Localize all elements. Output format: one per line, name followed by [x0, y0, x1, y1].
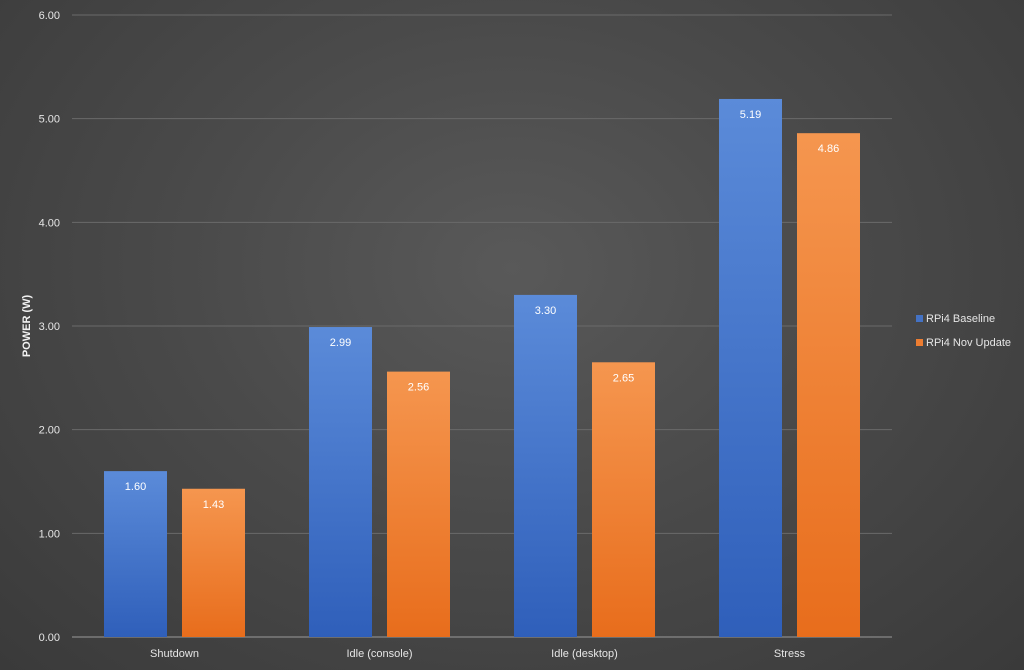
y-tick-label: 5.00: [39, 114, 60, 126]
x-axis-tick-labels: Shutdown Idle (console) Idle (desktop) Stre…: [150, 648, 806, 660]
legend: RPi4 Baseline RPi4 Nov Update: [916, 313, 1011, 349]
legend-swatch: [916, 339, 923, 346]
data-label: 2.56: [408, 382, 429, 394]
data-label: 4.86: [818, 143, 839, 155]
bar-nov-update: [387, 371, 450, 637]
data-label: 5.19: [740, 109, 761, 121]
bar-baseline: [309, 327, 372, 637]
bar-baseline: [104, 471, 167, 637]
legend-swatch: [916, 315, 923, 322]
legend-label: RPi4 Baseline: [926, 313, 995, 325]
data-label: 2.65: [613, 372, 634, 384]
y-axis-title: POWER (W): [21, 295, 33, 358]
y-tick-label: 3.00: [39, 321, 60, 333]
x-tick-label: Shutdown: [150, 648, 199, 660]
bar-baseline: [719, 98, 782, 638]
bars: [104, 98, 860, 638]
x-tick-label: Stress: [774, 648, 806, 660]
y-tick-label: 6.00: [39, 10, 60, 22]
bar-nov-update: [592, 362, 655, 637]
x-tick-label: Idle (desktop): [551, 648, 618, 660]
bar-nov-update: [182, 488, 245, 637]
legend-label: RPi4 Nov Update: [926, 337, 1011, 349]
data-labels: 1.60 1.43 2.99 2.56 3.30 2.65 5.19 4.86: [125, 109, 839, 511]
y-axis-tick-labels: 0.00 1.00 2.00 3.00 4.00 5.00 6.00: [39, 10, 60, 644]
x-tick-label: Idle (console): [346, 648, 412, 660]
data-label: 1.43: [203, 499, 224, 511]
bar-baseline: [514, 294, 577, 637]
data-label: 1.60: [125, 481, 146, 493]
bar-nov-update: [797, 133, 860, 637]
y-tick-label: 0.00: [39, 632, 60, 644]
y-tick-label: 1.00: [39, 528, 60, 540]
data-label: 3.30: [535, 305, 556, 317]
data-label: 2.99: [330, 337, 351, 349]
y-tick-label: 4.00: [39, 217, 60, 229]
y-tick-label: 2.00: [39, 425, 60, 437]
